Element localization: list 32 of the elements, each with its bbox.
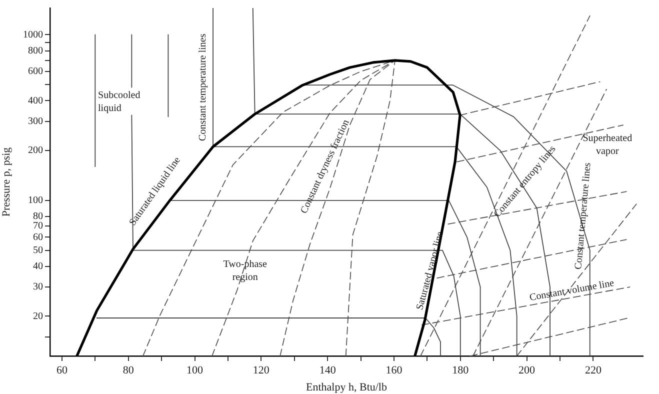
annotation: Two-phase region <box>223 258 268 283</box>
y-tick-label: 800 <box>28 45 43 56</box>
y-tick-label: 600 <box>28 66 43 78</box>
y-tick-label: 60 <box>33 232 43 243</box>
y-tick-label: 100 <box>28 195 43 206</box>
y-tick-label: 1000 <box>23 29 43 40</box>
annotation: Superheated vapor <box>582 132 632 157</box>
y-tick-label: 50 <box>33 244 43 256</box>
x-tick-label: 200 <box>518 364 536 376</box>
y-tick-label: 40 <box>33 260 43 272</box>
y-tick-label: 80 <box>33 211 43 222</box>
annotation: Subcooled liquid <box>98 90 140 114</box>
y-tick-label: 70 <box>33 220 43 232</box>
y-tick-label: 400 <box>28 95 43 106</box>
x-tick-label: 160 <box>386 364 403 376</box>
y-tick-label: 300 <box>28 116 43 127</box>
x-tick-label: 180 <box>452 364 470 376</box>
x-tick-label: 120 <box>252 364 270 376</box>
annotation: Constant temperature lines <box>198 34 209 141</box>
x-tick-label: 220 <box>584 364 602 376</box>
annotation: Constant temperature lines <box>573 162 594 270</box>
annotation: Constant volume line <box>528 278 616 304</box>
y-axis-title: Pressure p, psig <box>0 146 12 217</box>
x-tick-label: 100 <box>186 364 204 376</box>
annotation: Saturated vapor line <box>414 230 446 312</box>
x-tick-label: 140 <box>319 364 336 376</box>
x-tick-label: 60 <box>56 364 68 376</box>
x-axis-title: Enthalpy h, Btu/lb <box>306 381 388 394</box>
y-tick-label: 200 <box>28 145 43 156</box>
y-tick-label: 30 <box>33 282 43 293</box>
x-tick-label: 80 <box>122 364 134 376</box>
y-tick-label: 20 <box>33 310 43 322</box>
